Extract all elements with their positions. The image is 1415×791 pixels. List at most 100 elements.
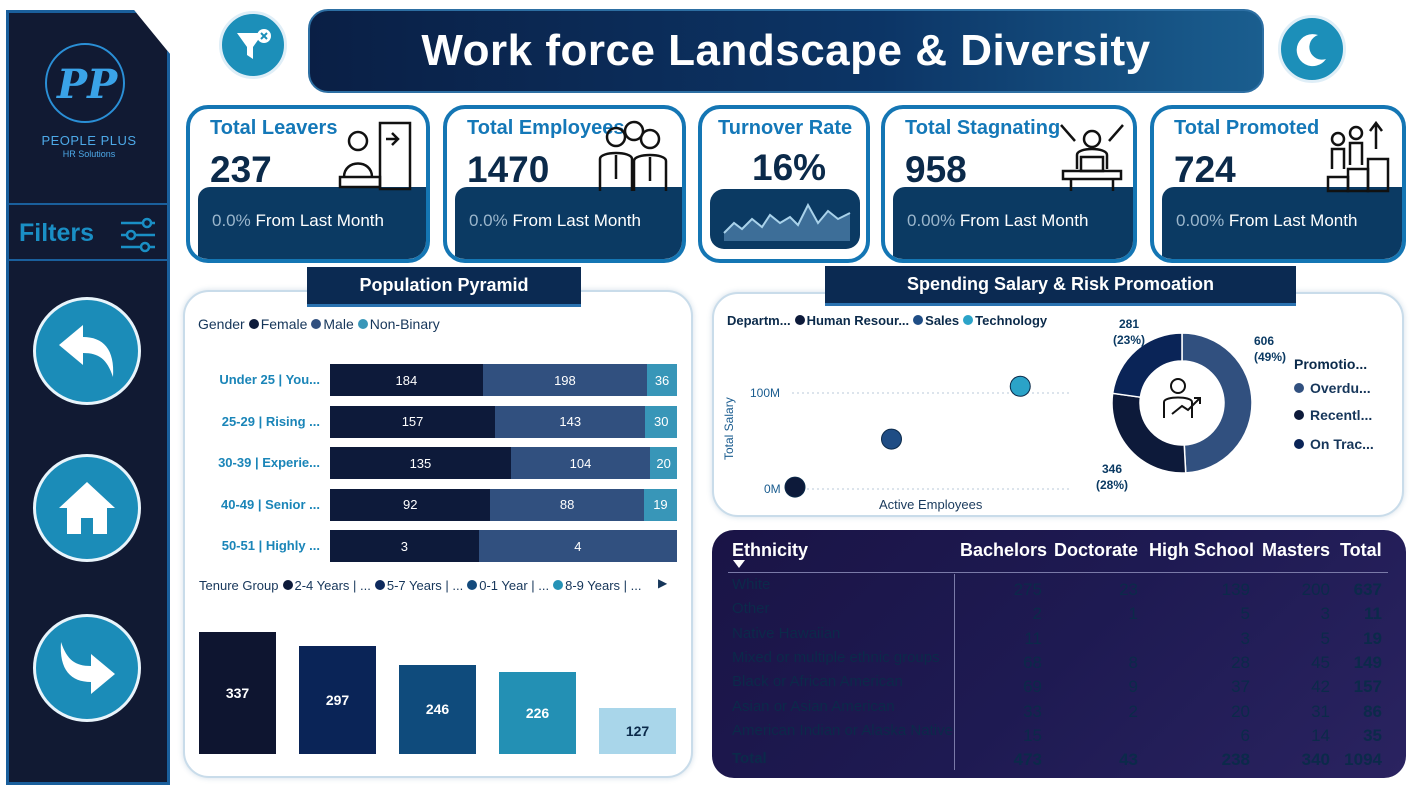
table-row[interactable]: Other 2 1 5 3 11 (732, 600, 1392, 624)
sliders-icon[interactable] (119, 215, 157, 260)
table-cell: 637 (1353, 580, 1382, 599)
table-cell: Mixed or multiple ethnic groups (732, 648, 940, 666)
pyramid-bar-male[interactable]: 143 (495, 405, 646, 438)
table-cell: 200 (1301, 580, 1330, 599)
table-cell: 33 (1023, 701, 1042, 721)
dashboard-title-bar: Work force Landscape & Diversity (308, 9, 1264, 93)
legend-item-department[interactable]: Sales (913, 313, 959, 328)
table-row[interactable]: Native Hawaiian 11 3 5 19 (732, 625, 1392, 649)
pyramid-bar-female[interactable]: 184 (330, 364, 483, 396)
legend-item-ontrack[interactable]: On Trac... (1294, 436, 1374, 452)
tenure-bar[interactable]: 337 (199, 632, 276, 754)
pyramid-bar-male[interactable]: 88 (490, 488, 644, 521)
column-header-masters[interactable]: Masters (1262, 540, 1331, 560)
scatter-point[interactable] (784, 476, 806, 498)
table-cell: 23 (1119, 580, 1138, 599)
table-cell: Black or African American (732, 673, 903, 691)
pyramid-bar-male[interactable]: 198 (482, 364, 648, 396)
legend-item-recently[interactable]: Recentl... (1294, 407, 1372, 423)
pyramid-bar-non-binary[interactable]: 36 (647, 364, 677, 396)
scatter-point[interactable] (881, 428, 902, 450)
page-title: Work force Landscape & Diversity (421, 26, 1151, 75)
column-header-total[interactable]: Total (1340, 540, 1382, 560)
kpi-change: 0.00% From Last Month (1176, 211, 1358, 230)
legend-item-tenure[interactable]: 8-9 Years | ... (553, 578, 642, 593)
table-cell: 14 (1311, 725, 1330, 745)
table-row[interactable]: Mixed or multiple ethnic groups 68 8 28 45 14… (732, 649, 1392, 673)
tenure-bar[interactable]: 297 (299, 646, 376, 754)
column-header-doctorate[interactable]: Doctorate (1054, 540, 1139, 560)
tenure-bar[interactable]: 127 (599, 708, 676, 754)
column-header-high-school[interactable]: High School (1149, 540, 1254, 560)
table-row[interactable]: White 275 23 139 200 637 (732, 576, 1392, 600)
back-button[interactable] (33, 297, 141, 405)
table-cell: Native Hawaiian (732, 624, 841, 642)
legend-item-female[interactable]: Female (248, 316, 307, 332)
scatter-point[interactable] (1009, 375, 1031, 397)
table-cell: 11 (1364, 604, 1382, 624)
sort-descending-icon[interactable] (733, 560, 745, 568)
table-cell: 8 (1128, 652, 1138, 672)
kpi-change: 0.0% From Last Month (212, 211, 384, 230)
tenure-bar[interactable]: 226 (499, 672, 576, 754)
column-header-ethnicity[interactable]: Ethnicity (732, 540, 809, 560)
table-row[interactable]: Asian or Asian American 33 2 20 31 86 (732, 698, 1392, 722)
y-tick-label: 100M (750, 386, 781, 400)
employees-group-icon (594, 119, 672, 198)
donut-slice[interactable] (1181, 332, 1253, 474)
clear-filters-button[interactable] (219, 11, 287, 79)
kpi-footer (893, 187, 1133, 259)
pyramid-bar-female[interactable]: 157 (330, 405, 496, 438)
department-legend: Departm... Human Resour... Sales Technol… (727, 313, 1048, 328)
table-row[interactable]: Black or African American 69 9 37 42 157 (732, 673, 1392, 697)
legend-item-tenure[interactable]: 2-4 Years | ... (282, 578, 371, 593)
table-cell: 11 (1024, 628, 1042, 648)
table-cell: 340 (1301, 750, 1330, 770)
legend-next-arrow[interactable]: ▶ (658, 576, 668, 590)
legend-item-overdue[interactable]: Overdu... (1294, 380, 1371, 396)
column-header-bachelors[interactable]: Bachelors (960, 540, 1048, 560)
forward-button[interactable] (33, 614, 141, 722)
filters-label[interactable]: Filters (19, 219, 95, 247)
legend-item-department[interactable]: Human Resour... (794, 313, 909, 328)
legend-item-tenure[interactable]: 0-1 Year | ... (467, 578, 549, 593)
table-cell: 5 (1240, 604, 1250, 624)
table-cell: 45 (1311, 652, 1330, 672)
legend-item-department[interactable]: Technology (963, 313, 1047, 328)
donut-slice[interactable] (1111, 332, 1183, 399)
pyramid-bar-non-binary[interactable]: 20 (650, 447, 677, 479)
legend-item-non-binary[interactable]: Non-Binary (357, 316, 440, 332)
table-row[interactable]: American Indian or Alaska Native 15 6 14 35 (732, 722, 1392, 746)
donut-label-recently: 346 (28%) (1096, 462, 1129, 492)
kpi-change: 0.00% From Last Month (907, 211, 1089, 230)
pyramid-bar-non-binary[interactable]: 30 (645, 405, 677, 438)
donut-center (1154, 370, 1210, 426)
table-cell: 37 (1231, 677, 1250, 697)
pyramid-bar-male[interactable]: 104 (510, 447, 651, 479)
logo-ring (45, 43, 125, 123)
table-cell: White (732, 576, 771, 593)
pyramid-bar-female[interactable]: 92 (330, 488, 491, 521)
tenure-bar[interactable]: 246 (399, 664, 476, 754)
kpi-footer (455, 187, 682, 259)
pyramid-bar-male[interactable]: 4 (478, 530, 677, 562)
table-cell: 86 (1363, 701, 1382, 721)
pyramid-bar-female[interactable]: 3 (330, 530, 479, 562)
table-total-row[interactable]: Total 473 43 238 340 1094 (732, 746, 1392, 770)
back-arrow-icon (59, 325, 114, 377)
theme-toggle-button[interactable] (1278, 15, 1346, 83)
pyramid-bar-female[interactable]: 135 (330, 447, 511, 479)
legend-item-male[interactable]: Male (311, 316, 354, 332)
table-cell: 238 (1221, 750, 1250, 770)
moon-icon (1296, 34, 1326, 67)
company-logo: PP PEOPLE PLUS HR Solutions (39, 43, 139, 163)
table-cell: 149 (1353, 652, 1382, 672)
home-button[interactable] (33, 454, 141, 562)
spending-header: Spending Salary & Risk Promoation (825, 266, 1296, 306)
table-cell: 473 (1013, 750, 1042, 770)
kpi-title: Total Stagnating (905, 117, 1061, 139)
kpi-title: Turnover Rate (718, 117, 853, 139)
leaving-person-icon (336, 119, 416, 198)
legend-item-tenure[interactable]: 5-7 Years | ... (374, 578, 463, 593)
pyramid-bar-non-binary[interactable]: 19 (643, 488, 677, 521)
